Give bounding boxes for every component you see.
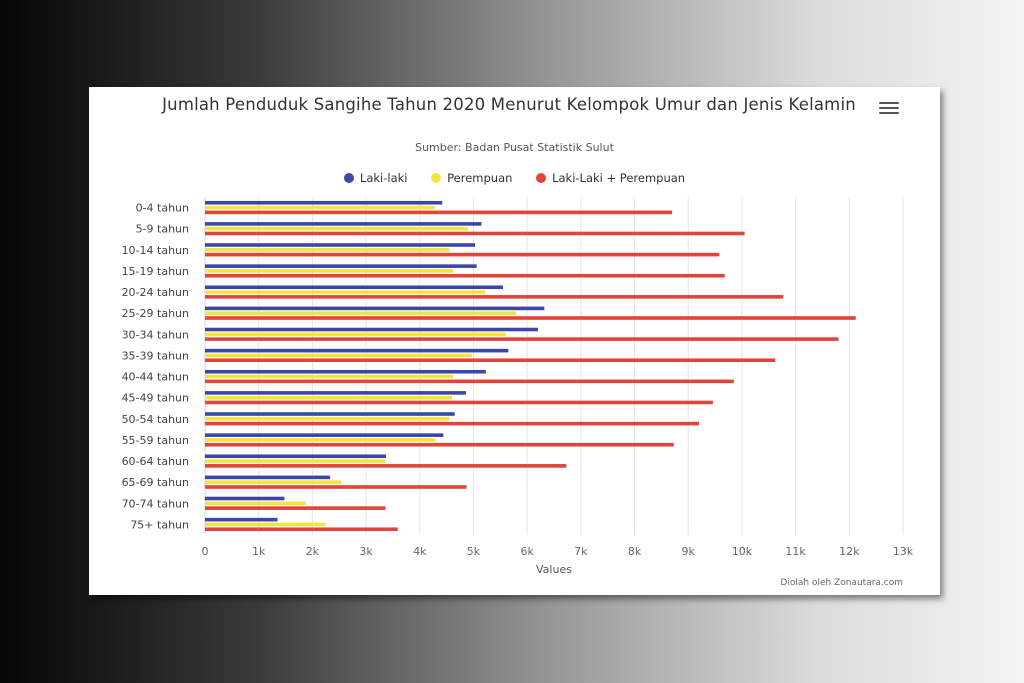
- chart-legend: Laki-laki Perempuan Laki-Laki + Perempua…: [89, 171, 940, 185]
- bar-perempuan: [205, 480, 342, 484]
- category-label: 20-24 tahun: [122, 286, 189, 299]
- bar-total: [205, 316, 856, 320]
- x-tick-label: 12k: [839, 545, 860, 558]
- chart-credit: Diolah oleh Zonautara.com: [780, 578, 903, 588]
- bar-perempuan: [205, 438, 436, 442]
- category-label: 65-69 tahun: [122, 476, 189, 489]
- bar-laki-laki: [205, 200, 443, 205]
- category-label: 5-9 tahun: [136, 223, 189, 236]
- bar-perempuan: [205, 522, 326, 527]
- x-tick-label: 5k: [467, 545, 481, 558]
- bar-total: [205, 379, 734, 384]
- legend-label-total: Laki-Laki + Perempuan: [552, 171, 686, 185]
- x-tick-label: 7k: [574, 545, 588, 558]
- bar-perempuan: [205, 248, 450, 252]
- bar-laki-laki: [205, 348, 509, 353]
- bar-laki-laki: [205, 369, 486, 374]
- bar-perempuan: [205, 459, 386, 463]
- bar-laki-laki: [205, 433, 444, 437]
- x-tick-label: 1k: [252, 545, 266, 558]
- x-tick-label: 0: [202, 545, 209, 558]
- bar-chart-plot: 0 1k 2k 3k 4k 5k 6k 7k 8k 9k 10k 11k 12k 13k 0-4 tahun…: [122, 197, 914, 576]
- bar-perempuan: [205, 269, 454, 273]
- bar-laki-laki: [205, 264, 477, 268]
- bar-laki-laki: [205, 327, 538, 332]
- bar-perempuan: [205, 332, 506, 337]
- chart-title: Jumlah Penduduk Sangihe Tahun 2020 Menur…: [162, 95, 856, 114]
- x-tick-label: 11k: [785, 545, 806, 558]
- category-label: 10-14 tahun: [122, 244, 189, 257]
- chart-card: Jumlah Penduduk Sangihe Tahun 2020 Menur…: [89, 87, 940, 595]
- bar-perempuan: [205, 374, 454, 379]
- bar-perempuan: [205, 205, 435, 210]
- bar-laki-laki: [205, 454, 386, 459]
- legend-item-laki-laki[interactable]: Laki-laki: [343, 171, 408, 185]
- x-tick-label: 10k: [732, 545, 753, 558]
- category-label: 50-54 tahun: [122, 413, 189, 426]
- category-label: 70-74 tahun: [122, 497, 189, 510]
- bar-laki-laki: [205, 496, 285, 501]
- bar-total: [205, 485, 467, 489]
- x-tick-label: 8k: [628, 545, 642, 558]
- x-tick-label: 2k: [306, 545, 320, 558]
- bar-total: [205, 210, 673, 215]
- menu-line: [879, 112, 899, 114]
- category-label: 60-64 tahun: [122, 455, 189, 468]
- chart-subtitle: Sumber: Badan Pusat Statistik Sulut: [415, 141, 614, 154]
- category-label: 35-39 tahun: [122, 349, 189, 362]
- bar-total: [205, 506, 386, 510]
- bar-laki-laki: [205, 412, 455, 416]
- bar-laki-laki: [205, 517, 278, 522]
- category-label: 55-59 tahun: [122, 434, 189, 447]
- bar-total: [205, 273, 725, 278]
- bar-perempuan: [205, 353, 472, 358]
- bar-laki-laki: [205, 222, 482, 226]
- category-label: 75+ tahun: [130, 518, 189, 531]
- x-tick-label: 4k: [413, 545, 427, 558]
- bar-total: [205, 337, 839, 341]
- bar-laki-laki: [205, 306, 545, 311]
- bar-total: [205, 421, 699, 426]
- bar-laki-laki: [205, 285, 503, 290]
- x-tick-label: 13k: [893, 545, 914, 558]
- legend-dot-laki-laki: [343, 173, 354, 183]
- bar-total: [205, 231, 745, 236]
- legend-label-laki-laki: Laki-laki: [359, 171, 408, 185]
- bar-total: [205, 464, 567, 468]
- bar-laki-laki: [205, 243, 476, 247]
- legend-item-total[interactable]: Laki-Laki + Perempuan: [536, 171, 685, 185]
- category-label: 30-34 tahun: [122, 328, 189, 341]
- bar-total: [205, 295, 784, 299]
- legend-dot-perempuan: [431, 173, 442, 183]
- x-tick-label: 6k: [520, 545, 534, 558]
- bar-laki-laki: [205, 475, 331, 480]
- bar-perempuan: [205, 311, 517, 315]
- bar-total: [205, 527, 398, 532]
- bar-total: [205, 358, 776, 363]
- category-label: 15-19 tahun: [122, 265, 189, 278]
- bar-perempuan: [205, 290, 486, 294]
- x-axis-title: Values: [536, 563, 572, 576]
- bar-total: [205, 252, 720, 257]
- bar-total: [205, 442, 674, 447]
- legend-dot-total: [536, 173, 547, 183]
- legend-item-perempuan[interactable]: Perempuan: [431, 171, 512, 185]
- hamburger-menu-icon[interactable]: [879, 99, 899, 115]
- category-label: 40-44 tahun: [122, 371, 189, 384]
- x-tick-label: 9k: [682, 545, 696, 558]
- bar-laki-laki: [205, 391, 466, 395]
- bar-total: [205, 400, 713, 405]
- bar-perempuan: [205, 501, 306, 506]
- menu-line: [879, 102, 899, 104]
- bar-perempuan: [205, 417, 450, 421]
- category-label: 45-49 tahun: [122, 392, 189, 405]
- menu-line: [879, 107, 899, 109]
- legend-label-perempuan: Perempuan: [447, 171, 513, 185]
- bar-perempuan: [205, 226, 469, 231]
- category-label: 25-29 tahun: [122, 307, 189, 320]
- x-tick-label: 3k: [359, 545, 373, 558]
- bar-perempuan: [205, 395, 452, 400]
- category-label: 0-4 tahun: [136, 202, 189, 215]
